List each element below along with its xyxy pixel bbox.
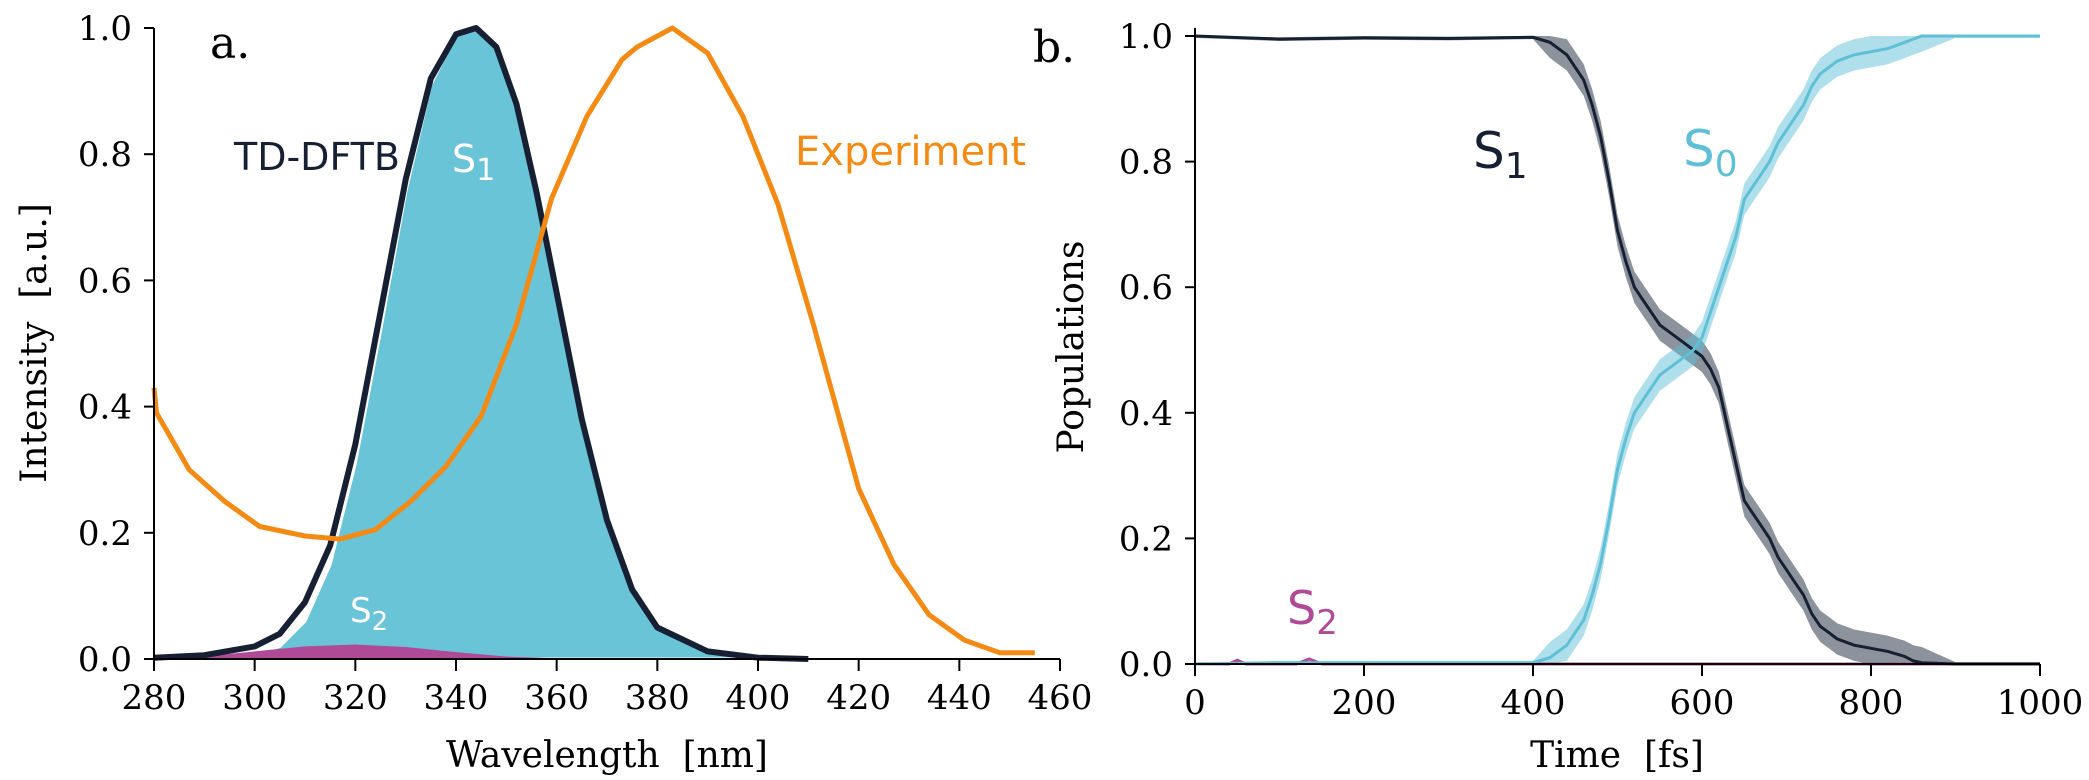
panel-a-x-tick-label: 320 (323, 678, 388, 718)
panel-a-y-tick-label: 0.8 (78, 135, 132, 175)
panel-a-x-tick-label: 340 (424, 678, 489, 718)
experiment-line (151, 25, 1035, 656)
panel-a-y-tick-label: 1.0 (78, 9, 132, 49)
panel-b-x-ticks: 0 200 400 600 800 1000 (1184, 664, 2083, 723)
panel-b-x-tick-label: 600 (1670, 683, 1735, 723)
panel-b-y-tick-label: 0.2 (1119, 519, 1173, 559)
panel-a-y-tick-label: 0.0 (78, 640, 132, 680)
panel-a: a. 280 300 320 340 360 380 400 420 440 460 0.0 0.2… (14, 9, 1092, 776)
panel-a-x-tick-label: 300 (222, 678, 287, 718)
panel-b-label: b. (1033, 22, 1075, 73)
s0-uncertainty-band (1195, 36, 2040, 664)
panel-a-x-tick-label: 440 (927, 678, 992, 718)
panel-a-y-tick-label: 0.2 (78, 514, 132, 554)
panel-b-x-axis-title: Time [fs] (1530, 735, 1704, 776)
panel-a-y-axis-title: Intensity [a.u.] (14, 203, 55, 483)
panel-a-label: a. (210, 18, 250, 69)
s0-curve-label: S0 (1683, 120, 1738, 185)
panel-b-y-tick-label: 1.0 (1119, 17, 1173, 57)
panel-b-x-tick-label: 800 (1839, 683, 1904, 723)
panel-b-y-tick-label: 0.6 (1119, 268, 1173, 308)
s2-area (154, 644, 607, 659)
experiment-label: Experiment (795, 129, 1026, 175)
panel-b-y-ticks: 0.0 0.2 0.4 0.6 0.8 1.0 (1119, 17, 1195, 685)
s1-uncertainty-band (1195, 36, 2040, 664)
s1-curve-label: S1 (1473, 122, 1528, 187)
td-dftb-label: TD-DFTB (233, 135, 400, 179)
s2-area-label: S2 (350, 591, 388, 637)
panel-a-x-tick-label: 360 (524, 678, 589, 718)
panel-b-plot-area (1194, 34, 2040, 666)
panel-a-plot-area (151, 25, 1035, 662)
s1-population-line (1194, 34, 2040, 666)
panel-b: b. 0 200 400 600 800 1000 0.00.20.40.60.81.0 … (1033, 17, 2083, 776)
panel-a-x-ticks: 280 300 320 340 360 380 400 420 440 460 (122, 659, 1093, 718)
panel-a-y-tick-label: 0.4 (78, 388, 132, 428)
s2-curve-label: S2 (1287, 581, 1338, 643)
panel-b-x-tick-label: 200 (1332, 683, 1397, 723)
panel-a-x-tick-label: 460 (1028, 678, 1093, 718)
panel-a-x-tick-label: 380 (625, 678, 690, 718)
panel-a-y-ticks: 0.0 0.2 0.4 0.6 0.8 1.0 (78, 9, 154, 680)
panel-b-y-axis-title: Populations (1051, 241, 1092, 454)
panel-a-x-tick-label: 280 (122, 678, 187, 718)
panel-b-y-tick-label: 0.4 (1119, 394, 1173, 434)
panel-b-x-tick-label: 400 (1501, 683, 1566, 723)
panel-a-x-tick-label: 420 (826, 678, 891, 718)
s0-population-line (1194, 34, 2040, 666)
panel-b-y-tick-label: 0.8 (1119, 143, 1173, 183)
panel-a-y-tick-label: 0.6 (78, 261, 132, 301)
panel-b-y-tick-label: 0.0 (1119, 645, 1173, 685)
td-dftb-line (153, 25, 809, 662)
panel-a-x-tick-label: 400 (726, 678, 791, 718)
s1-area-label: S1 (452, 137, 495, 188)
panel-b-x-tick-label: 0 (1184, 683, 1206, 723)
panel-b-x-tick-label: 1000 (1997, 683, 2084, 723)
panel-a-x-axis-title: Wavelength [nm] (446, 735, 768, 776)
s1-area (153, 26, 809, 661)
